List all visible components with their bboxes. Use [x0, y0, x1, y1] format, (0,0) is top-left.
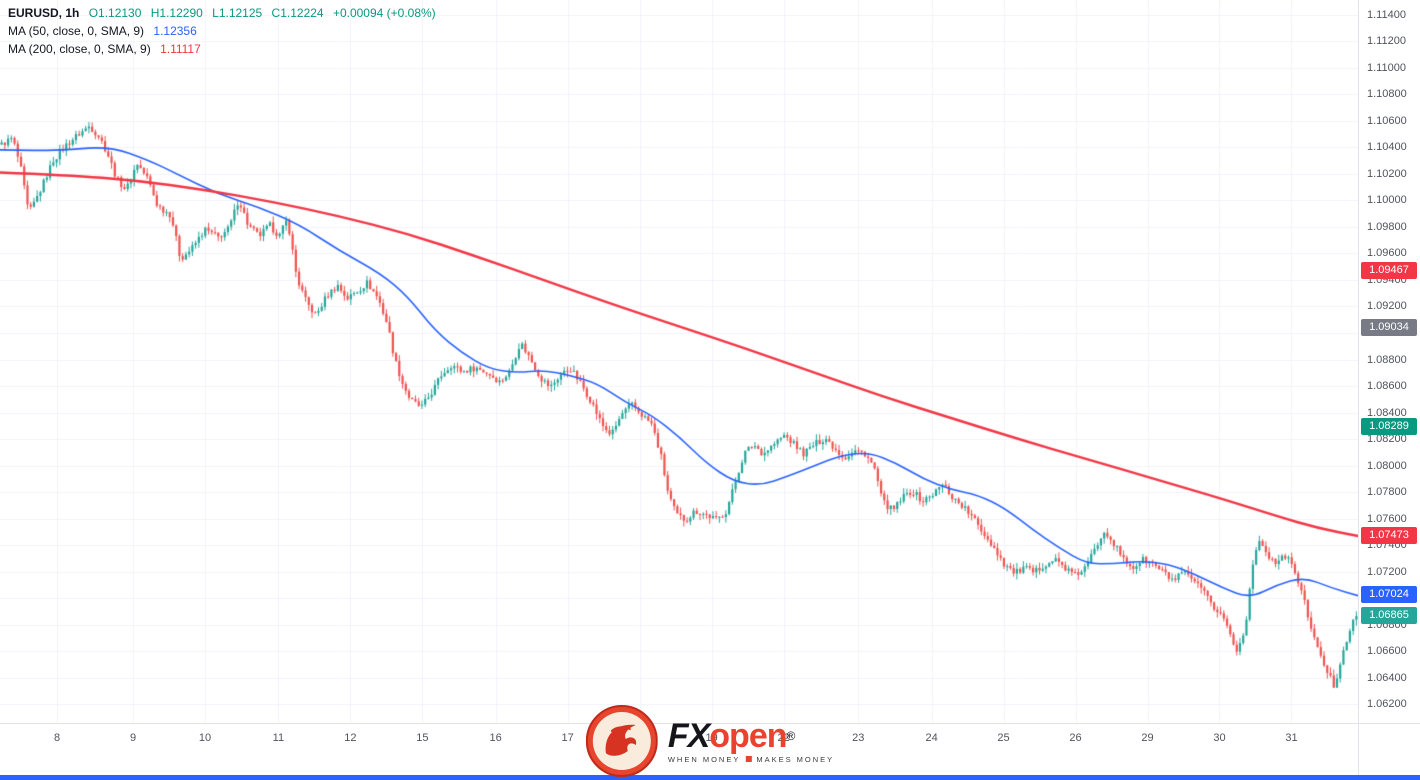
- candlestick-chart[interactable]: [0, 0, 1358, 723]
- price-tick-label: 1.06200: [1367, 698, 1407, 711]
- ma50-legend-row[interactable]: MA (50, close, 0, SMA, 9) 1.12356: [8, 23, 436, 40]
- time-axis-label: 15: [416, 732, 429, 744]
- price-tick-label: 1.07600: [1367, 512, 1407, 525]
- price-tick-label: 1.10200: [1367, 167, 1407, 180]
- bottom-accent-bar: [0, 775, 1420, 780]
- time-axis-label: 12: [344, 732, 357, 744]
- time-axis-label: 30: [1213, 732, 1226, 744]
- chart-legend: EURUSD, 1h O1.12130 H1.12290 L1.12125 C1…: [8, 5, 436, 59]
- symbol-title: EURUSD, 1h: [8, 6, 80, 20]
- ohlc-high: H1.12290: [150, 6, 203, 20]
- time-axis-label: 23: [852, 732, 865, 744]
- price-badge: 1.06865: [1361, 607, 1417, 625]
- tagline-separator-square: [745, 756, 752, 762]
- ma200-value: 1.11117: [160, 42, 201, 56]
- price-tick-label: 1.06600: [1367, 645, 1407, 658]
- tagline-right: makes money: [756, 754, 835, 764]
- price-badge: 1.07473: [1361, 526, 1417, 544]
- price-tick-label: 1.10400: [1367, 141, 1407, 154]
- price-tick-label: 1.10800: [1367, 88, 1407, 101]
- price-axis[interactable]: 1.11400 1.11200 1.11000 1.10800 1.10600 1.104…: [1358, 0, 1420, 723]
- price-tick-label: 1.08000: [1367, 459, 1407, 472]
- ohlc-open: O1.12130: [88, 6, 142, 20]
- ohlc-low: L1.12125: [212, 6, 263, 20]
- price-tick-label: 1.09800: [1367, 220, 1407, 233]
- time-axis-label: 11: [272, 732, 285, 744]
- registered-mark: ®: [786, 728, 796, 743]
- price-tick-label: 1.10600: [1367, 114, 1407, 127]
- tagline-left: when money: [667, 754, 741, 764]
- time-axis-label: 22: [777, 732, 790, 744]
- price-tick-label: 1.07800: [1367, 486, 1407, 499]
- price-badge: 1.08289: [1361, 418, 1417, 436]
- time-axis-label: 17: [561, 732, 574, 744]
- price-badge: 1.09467: [1361, 262, 1417, 280]
- time-axis-label: 29: [1141, 732, 1154, 744]
- price-tick-label: 1.11000: [1367, 61, 1406, 74]
- logo-tagline: when money makes money: [668, 755, 834, 764]
- time-axis-label: 24: [925, 732, 938, 744]
- time-axis-label: 10: [198, 732, 212, 744]
- ma50-label: MA (50, close, 0, SMA, 9): [8, 24, 145, 38]
- ma200-legend-row[interactable]: MA (200, close, 0, SMA, 9) 1.11117: [8, 41, 436, 58]
- axis-corner: [1358, 723, 1420, 776]
- price-tick-label: 1.08200: [1367, 433, 1407, 446]
- price-tick-label: 1.06400: [1367, 671, 1407, 684]
- price-tick-label: 1.08600: [1367, 380, 1407, 393]
- time-axis-label: 31: [1285, 732, 1298, 744]
- time-axis-label: 19: [705, 732, 718, 744]
- price-tick-label: 1.09200: [1367, 300, 1407, 313]
- ohlc-close: C1.12224: [271, 6, 324, 20]
- time-axis-label: 26: [1069, 732, 1082, 744]
- time-axis-label: 16: [489, 732, 502, 744]
- price-tick-label: 1.08400: [1367, 406, 1407, 419]
- price-tick-label: 1.10000: [1367, 194, 1407, 207]
- time-axis-label: 8: [53, 732, 61, 744]
- ma200-label: MA (200, close, 0, SMA, 9): [8, 42, 151, 56]
- price-tick-label: 1.07200: [1367, 565, 1407, 578]
- fxopen-wordmark: FXopen® when money makes money: [668, 719, 834, 764]
- price-tick-label: 1.09600: [1367, 247, 1407, 260]
- price-badge: 1.07024: [1361, 586, 1417, 604]
- price-tick-label: 1.11400: [1367, 8, 1406, 21]
- ma50-value: 1.12356: [153, 24, 197, 38]
- logo-open-text: open: [709, 716, 787, 755]
- fxopen-emblem-icon: [585, 705, 658, 777]
- logo-fx-text: FX: [667, 716, 710, 755]
- symbol-legend-row[interactable]: EURUSD, 1h O1.12130 H1.12290 L1.12125 C1…: [8, 5, 436, 22]
- time-axis-label: 9: [130, 732, 137, 744]
- price-change: +0.00094 (+0.08%): [332, 6, 436, 20]
- fxopen-logo: FXopen® when money makes money: [585, 705, 834, 777]
- chart-plot-area: EURUSD, 1h O1.12130 H1.12290 L1.12125 C1…: [0, 0, 1358, 723]
- time-axis-label: 25: [997, 732, 1010, 744]
- price-tick-label: 1.08800: [1367, 353, 1407, 366]
- price-tick-label: 1.11200: [1367, 35, 1406, 48]
- price-badge: 1.09034: [1361, 319, 1417, 337]
